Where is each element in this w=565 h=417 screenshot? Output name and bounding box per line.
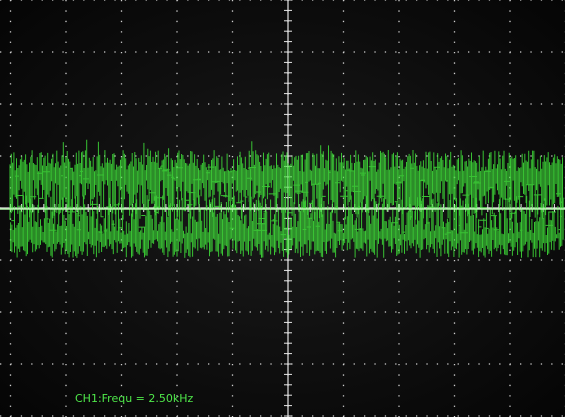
frequency-readout: CH1:Frequ = 2.50kHz [75,392,194,405]
oscilloscope-screen: CH1:Frequ = 2.50kHz [0,0,565,417]
page: CH1:Frequ = 2.50kHz (() => { const data … [0,0,565,417]
